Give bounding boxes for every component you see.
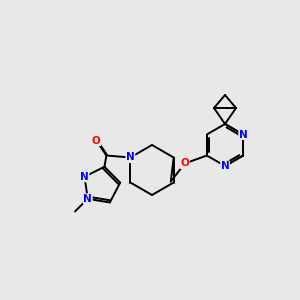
Text: N: N bbox=[239, 130, 248, 140]
Text: O: O bbox=[180, 158, 189, 169]
Text: N: N bbox=[220, 161, 230, 171]
Text: N: N bbox=[80, 172, 89, 182]
Text: N: N bbox=[83, 194, 92, 204]
Text: N: N bbox=[126, 152, 135, 163]
Text: O: O bbox=[92, 136, 101, 146]
